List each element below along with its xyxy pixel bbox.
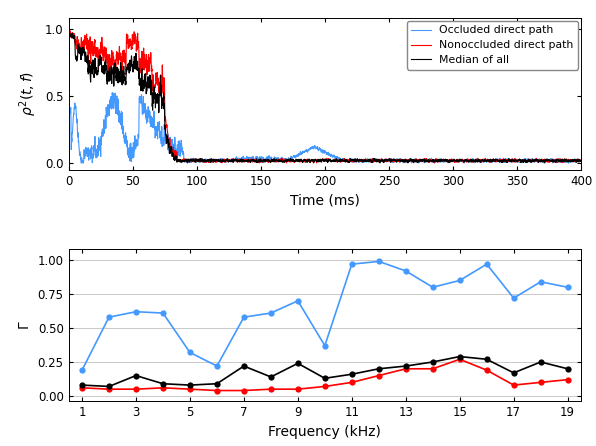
Y-axis label: $\rho^2(t, f)$: $\rho^2(t, f)$	[18, 71, 39, 116]
Occluded direct path	[536, 158, 544, 164]
Median of all	[536, 157, 544, 163]
Nonoccluded direct path	[431, 160, 438, 165]
Nonoccluded direct path	[578, 158, 585, 164]
Median of all	[437, 158, 445, 163]
Line: Nonoccluded direct path: Nonoccluded direct path	[69, 29, 581, 163]
Median of all	[281, 159, 288, 165]
Legend: Occluded direct path, Nonoccluded direct path, Median of all: Occluded direct path, Nonoccluded direct…	[406, 21, 578, 70]
Line: Occluded direct path: Occluded direct path	[69, 93, 581, 163]
Occluded direct path	[309, 144, 316, 149]
Y-axis label: $\Gamma$: $\Gamma$	[18, 321, 32, 330]
Occluded direct path	[281, 157, 288, 163]
Median of all	[65, 26, 72, 31]
X-axis label: Frequency (kHz): Frequency (kHz)	[268, 425, 381, 439]
Occluded direct path	[65, 124, 72, 129]
X-axis label: Time (ms): Time (ms)	[290, 194, 360, 207]
Nonoccluded direct path	[280, 158, 287, 164]
Median of all	[284, 158, 291, 163]
Nonoccluded direct path	[562, 157, 569, 163]
Line: Median of all: Median of all	[69, 29, 581, 163]
Nonoccluded direct path	[65, 26, 72, 31]
Nonoccluded direct path	[437, 157, 445, 163]
Occluded direct path	[108, 90, 116, 95]
Nonoccluded direct path	[284, 158, 291, 164]
Median of all	[578, 159, 585, 164]
Median of all	[184, 160, 191, 165]
Occluded direct path	[284, 158, 291, 163]
Median of all	[562, 158, 569, 163]
Nonoccluded direct path	[536, 159, 544, 164]
Nonoccluded direct path	[309, 157, 316, 163]
Occluded direct path	[578, 159, 585, 164]
Median of all	[309, 157, 316, 163]
Occluded direct path	[437, 156, 445, 161]
Occluded direct path	[565, 161, 572, 166]
Occluded direct path	[562, 159, 569, 164]
